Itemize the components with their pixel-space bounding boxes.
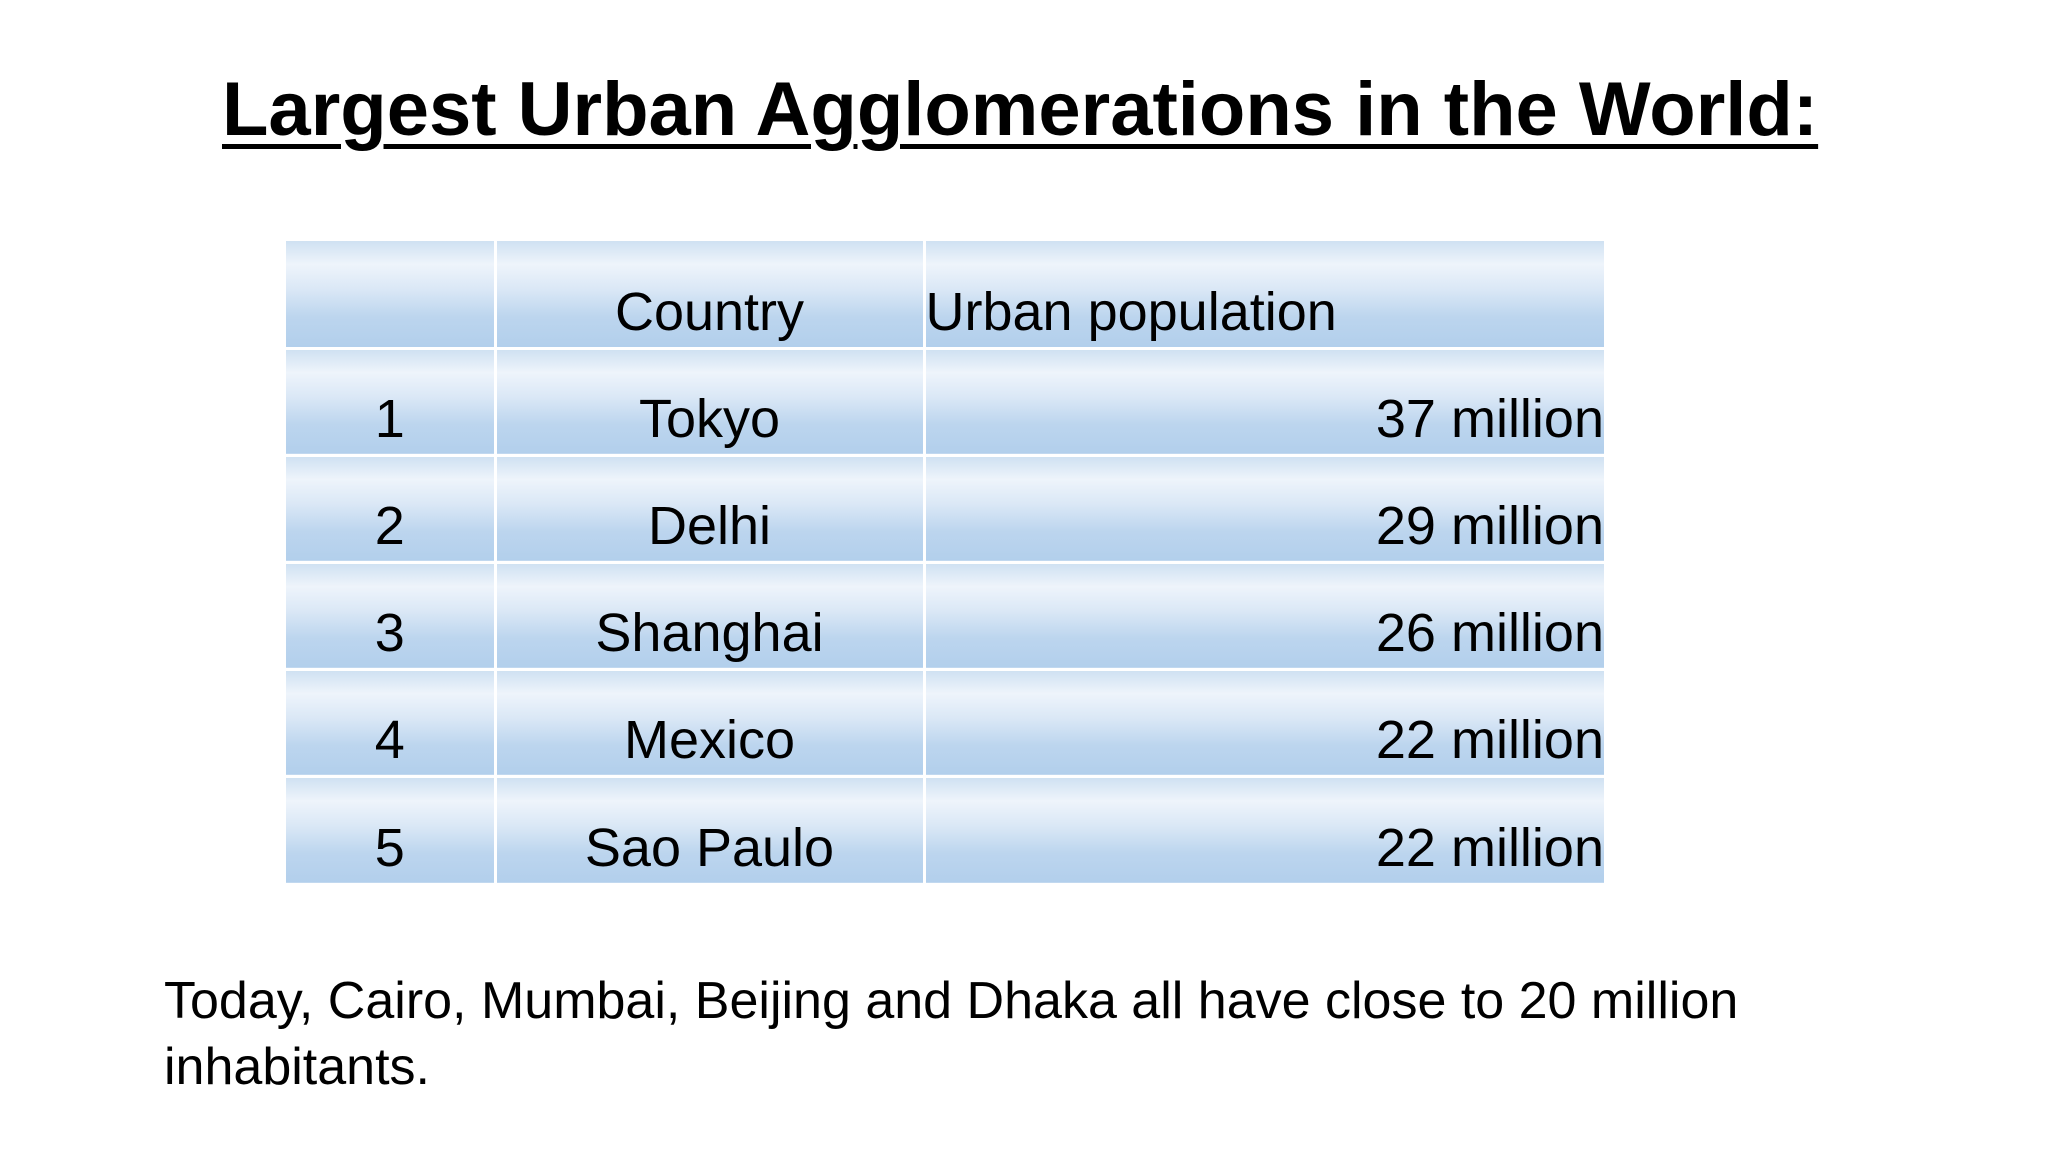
population-cell: 22 million <box>922 667 1604 776</box>
rank-cell: 3 <box>286 560 495 669</box>
table-row: 1 Tokyo 37 million <box>286 346 1604 455</box>
footnote-text: Today, Cairo, Mumbai, Beijing and Dhaka … <box>164 972 1739 1096</box>
city-cell: Delhi <box>493 453 924 562</box>
rank-cell: 2 <box>286 453 495 562</box>
population-cell: 26 million <box>922 560 1604 669</box>
table-row: 2 Delhi 29 million <box>286 453 1604 562</box>
population-cell: 22 million <box>922 774 1604 883</box>
table-row: 5 Sao Paulo 22 million <box>286 774 1604 883</box>
population-table-container: Country Urban population 1 Tokyo 37 mill… <box>286 241 1604 883</box>
header-population-cell: Urban population <box>922 241 1604 348</box>
rank-cell: 5 <box>286 774 495 883</box>
header-rank-cell <box>286 241 495 348</box>
city-cell: Tokyo <box>493 346 924 455</box>
table-row: 3 Shanghai 26 million <box>286 560 1604 669</box>
header-country-cell: Country <box>493 241 924 348</box>
city-cell: Sao Paulo <box>493 774 924 883</box>
table-row: 4 Mexico 22 million <box>286 667 1604 776</box>
city-cell: Mexico <box>493 667 924 776</box>
slide-title: Largest Urban Agglomerations in the Worl… <box>222 67 1819 152</box>
table-header-row: Country Urban population <box>286 241 1604 348</box>
population-table: Country Urban population 1 Tokyo 37 mill… <box>286 241 1604 883</box>
population-cell: 37 million <box>922 346 1604 455</box>
rank-cell: 1 <box>286 346 495 455</box>
population-cell: 29 million <box>922 453 1604 562</box>
city-cell: Shanghai <box>493 560 924 669</box>
rank-cell: 4 <box>286 667 495 776</box>
